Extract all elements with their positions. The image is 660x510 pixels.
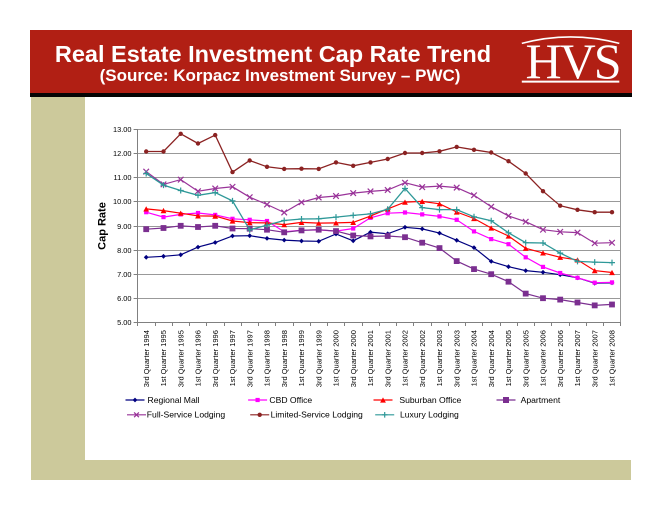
svg-text:1st Quarter 2007: 1st Quarter 2007 — [573, 330, 582, 386]
svg-text:6.00: 6.00 — [117, 294, 131, 303]
svg-text:3rd Quarter 2007: 3rd Quarter 2007 — [590, 330, 599, 387]
svg-text:3rd Quarter 1994: 3rd Quarter 1994 — [142, 330, 151, 387]
svg-text:13.00: 13.00 — [113, 125, 132, 134]
svg-text:1st Quarter 2006: 1st Quarter 2006 — [539, 330, 548, 386]
svg-text:1st Quarter 2004: 1st Quarter 2004 — [470, 330, 479, 386]
svg-text:HVS: HVS — [526, 33, 620, 89]
svg-text:Full-Service Lodging: Full-Service Lodging — [147, 410, 226, 420]
svg-text:3rd Quarter 1998: 3rd Quarter 1998 — [280, 330, 289, 387]
svg-text:3rd Quarter 2003: 3rd Quarter 2003 — [452, 330, 461, 387]
svg-text:1st Quarter 2002: 1st Quarter 2002 — [401, 330, 410, 386]
svg-text:1st Quarter 2005: 1st Quarter 2005 — [504, 330, 513, 386]
svg-text:5.00: 5.00 — [117, 318, 131, 327]
svg-text:Regional Mall: Regional Mall — [148, 395, 200, 405]
svg-text:3rd Quarter 2001: 3rd Quarter 2001 — [383, 330, 392, 387]
svg-text:Cap Rate: Cap Rate — [97, 202, 109, 250]
svg-text:3rd Quarter 2000: 3rd Quarter 2000 — [349, 330, 358, 387]
svg-text:1st Quarter 2003: 1st Quarter 2003 — [435, 330, 444, 386]
svg-text:Suburban Office: Suburban Office — [399, 395, 461, 405]
svg-text:Luxury Lodging: Luxury Lodging — [400, 410, 459, 420]
svg-text:1st Quarter 1999: 1st Quarter 1999 — [297, 330, 306, 386]
svg-text:3rd Quarter 1997: 3rd Quarter 1997 — [245, 330, 254, 387]
svg-text:8.00: 8.00 — [117, 246, 131, 255]
svg-text:1st Quarter 1998: 1st Quarter 1998 — [263, 330, 272, 386]
svg-text:7.00: 7.00 — [117, 270, 131, 279]
svg-text:Apartment: Apartment — [521, 395, 561, 405]
svg-text:CBD Office: CBD Office — [269, 395, 312, 405]
svg-text:3rd Quarter 1996: 3rd Quarter 1996 — [211, 330, 220, 387]
svg-text:3rd Quarter 2002: 3rd Quarter 2002 — [418, 330, 427, 387]
svg-text:3rd Quarter 1995: 3rd Quarter 1995 — [176, 330, 185, 387]
svg-text:1st Quarter 2000: 1st Quarter 2000 — [332, 330, 341, 386]
svg-text:10.00: 10.00 — [113, 197, 132, 206]
svg-text:1st Quarter 1997: 1st Quarter 1997 — [228, 330, 237, 386]
svg-text:9.00: 9.00 — [117, 222, 131, 231]
svg-text:3rd Quarter 2004: 3rd Quarter 2004 — [487, 330, 496, 387]
svg-text:3rd Quarter 2006: 3rd Quarter 2006 — [556, 330, 565, 387]
svg-text:3rd Quarter 1999: 3rd Quarter 1999 — [314, 330, 323, 387]
svg-text:11.00: 11.00 — [114, 173, 132, 182]
svg-text:3rd Quarter 2005: 3rd Quarter 2005 — [521, 330, 530, 387]
svg-text:1st Quarter 2008: 1st Quarter 2008 — [608, 330, 617, 386]
svg-text:1st Quarter 2001: 1st Quarter 2001 — [366, 330, 375, 386]
svg-text:1st Quarter 1996: 1st Quarter 1996 — [194, 330, 203, 386]
svg-text:12.00: 12.00 — [113, 149, 132, 158]
svg-text:1st Quarter 1995: 1st Quarter 1995 — [159, 330, 168, 386]
svg-text:Limited-Service Lodging: Limited-Service Lodging — [271, 410, 363, 420]
